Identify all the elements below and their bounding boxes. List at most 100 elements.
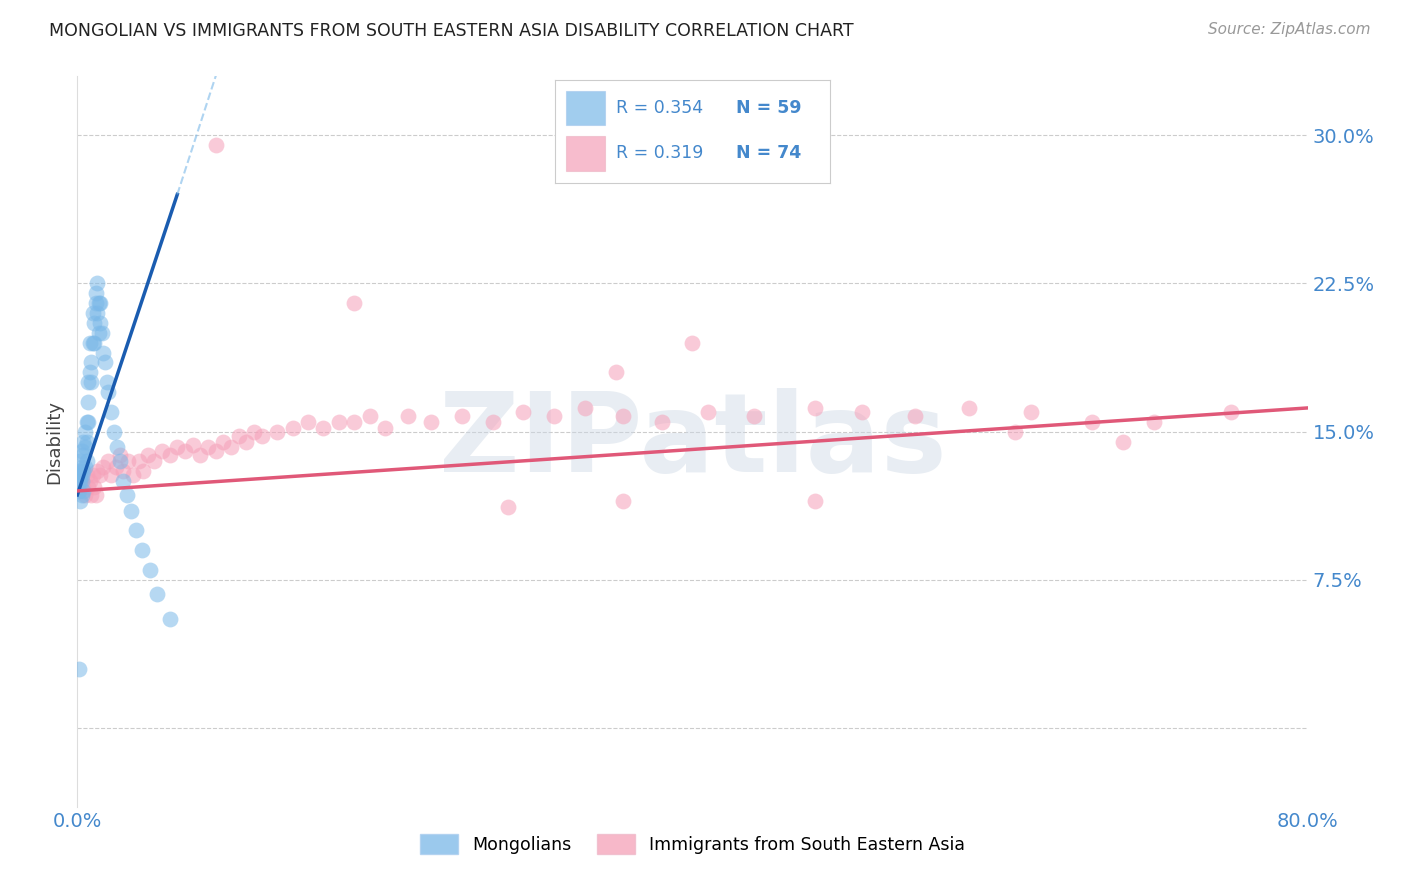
Point	[228, 428, 250, 442]
Legend: Mongolians, Immigrants from South Eastern Asia: Mongolians, Immigrants from South Easter…	[413, 827, 972, 861]
Point	[73, 425, 96, 439]
Point	[80, 376, 103, 390]
Point	[204, 138, 226, 153]
Point	[496, 500, 519, 514]
Point	[69, 468, 91, 483]
Point	[70, 444, 93, 458]
Point	[100, 405, 122, 419]
Point	[70, 468, 93, 483]
Point	[86, 277, 108, 291]
Point	[72, 434, 94, 449]
Point	[804, 493, 827, 508]
Point	[72, 449, 94, 463]
Point	[94, 355, 117, 369]
Point	[197, 441, 219, 455]
Point	[83, 480, 105, 494]
Point	[86, 306, 108, 320]
Point	[97, 454, 120, 468]
Point	[143, 454, 166, 468]
Point	[70, 460, 93, 475]
Point	[76, 415, 98, 429]
Point	[128, 454, 150, 468]
Point	[87, 326, 110, 340]
Text: ZIPatlas: ZIPatlas	[439, 388, 946, 495]
Point	[328, 415, 350, 429]
Point	[70, 474, 93, 488]
Point	[84, 488, 107, 502]
Point	[904, 409, 927, 423]
Point	[297, 415, 319, 429]
Point	[481, 415, 503, 429]
Point	[1004, 425, 1026, 439]
Point	[159, 612, 181, 626]
Text: Source: ZipAtlas.com: Source: ZipAtlas.com	[1208, 22, 1371, 37]
Point	[512, 405, 534, 419]
Point	[219, 441, 242, 455]
Point	[117, 454, 139, 468]
Point	[450, 409, 472, 423]
Text: R = 0.354: R = 0.354	[616, 99, 703, 117]
Point	[100, 468, 122, 483]
Text: N = 74: N = 74	[737, 145, 801, 162]
Point	[77, 480, 100, 494]
Bar	[567, 91, 605, 126]
Point	[266, 425, 288, 439]
Point	[851, 405, 873, 419]
Text: N = 59: N = 59	[737, 99, 801, 117]
Point	[104, 460, 127, 475]
Point	[76, 468, 98, 483]
Text: MONGOLIAN VS IMMIGRANTS FROM SOUTH EASTERN ASIA DISABILITY CORRELATION CHART: MONGOLIAN VS IMMIGRANTS FROM SOUTH EASTE…	[49, 22, 853, 40]
Point	[112, 474, 135, 488]
Point	[69, 474, 91, 488]
Point	[131, 543, 153, 558]
Point	[77, 415, 100, 429]
Point	[1112, 434, 1135, 449]
Point	[696, 405, 718, 419]
Point	[67, 464, 90, 478]
Point	[83, 316, 105, 330]
Point	[97, 385, 120, 400]
Point	[105, 441, 128, 455]
Point	[188, 449, 212, 463]
Point	[121, 468, 143, 483]
Y-axis label: Disability: Disability	[45, 400, 63, 483]
Point	[243, 425, 266, 439]
Point	[146, 587, 169, 601]
Point	[84, 296, 107, 310]
Point	[76, 454, 98, 468]
Point	[136, 449, 159, 463]
Point	[125, 524, 148, 538]
Text: R = 0.319: R = 0.319	[616, 145, 703, 162]
Point	[90, 326, 114, 340]
Point	[159, 449, 181, 463]
Point	[82, 335, 104, 350]
Point	[132, 464, 155, 478]
Point	[73, 488, 96, 502]
Point	[374, 420, 396, 434]
Point	[70, 488, 93, 502]
Point	[574, 401, 596, 415]
Point	[1143, 415, 1166, 429]
Point	[79, 474, 101, 488]
Point	[396, 409, 419, 423]
Point	[80, 355, 103, 369]
Point	[83, 335, 105, 350]
Point	[86, 464, 108, 478]
Point	[605, 365, 627, 379]
Point	[115, 488, 138, 502]
Point	[82, 306, 104, 320]
Point	[1019, 405, 1042, 419]
Point	[79, 335, 101, 350]
Point	[1081, 415, 1104, 429]
Point	[312, 420, 335, 434]
Point	[250, 428, 273, 442]
Point	[281, 420, 304, 434]
Point	[72, 483, 94, 498]
Point	[89, 316, 111, 330]
Point	[69, 454, 91, 468]
Point	[67, 662, 90, 676]
Point	[138, 563, 160, 577]
Point	[110, 449, 132, 463]
Point	[957, 401, 980, 415]
Point	[212, 434, 235, 449]
